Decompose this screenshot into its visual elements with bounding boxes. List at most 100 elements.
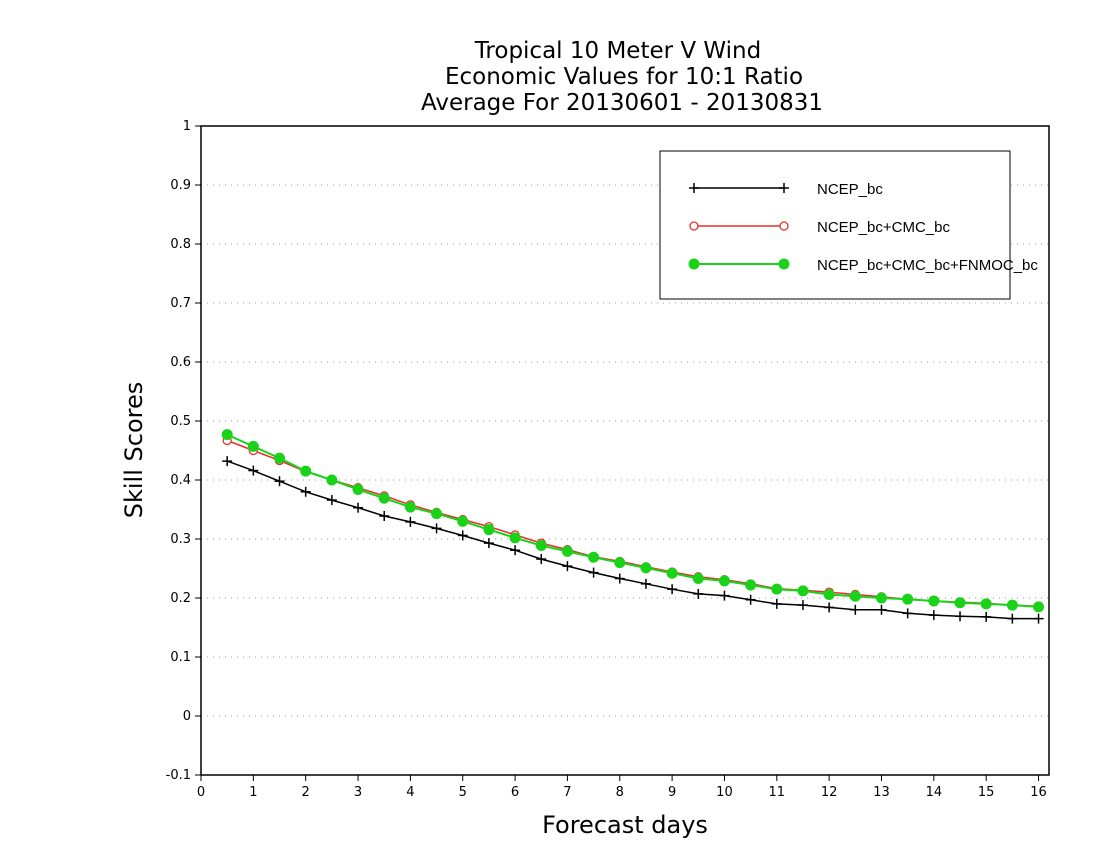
x-tick-label: 12 <box>821 785 838 800</box>
filled-circle-marker <box>1006 599 1018 611</box>
y-axis-label: Skill Scores <box>120 382 148 519</box>
filled-circle-marker <box>352 483 364 495</box>
x-tick-label: 5 <box>459 785 467 800</box>
filled-circle-marker <box>378 492 390 504</box>
plus-marker <box>588 567 599 578</box>
plus-marker <box>431 523 442 534</box>
y-tick-label: 0.3 <box>170 532 191 547</box>
filled-circle-marker <box>247 440 259 452</box>
plus-marker <box>274 476 285 487</box>
x-axis-label: Forecast days <box>542 811 708 839</box>
x-tick-label: 0 <box>197 785 205 800</box>
filled-circle-marker <box>823 588 835 600</box>
filled-circle-marker <box>326 474 338 486</box>
plus-marker <box>222 456 233 467</box>
series-lines <box>221 429 1045 624</box>
series-3 <box>221 429 1045 613</box>
filled-circle-marker <box>509 532 521 544</box>
open-circle-marker <box>689 221 699 231</box>
legend-item-3: NCEP_bc+CMC_bc+FNMOC_bc <box>688 257 1038 274</box>
x-tick-label: 2 <box>302 785 310 800</box>
title-line-2: Economic Values for 10:1 Ratio <box>445 64 803 90</box>
x-tick-label: 6 <box>511 785 519 800</box>
filled-circle-marker <box>771 583 783 595</box>
plus-marker <box>562 561 573 572</box>
plus-marker <box>379 510 390 521</box>
series-2 <box>222 435 1044 611</box>
plus-marker <box>667 584 678 595</box>
x-tick-label: 10 <box>716 785 733 800</box>
filled-circle-marker <box>778 258 790 270</box>
plus-marker <box>928 610 939 621</box>
plus-marker <box>771 598 782 609</box>
chart-title: Tropical 10 Meter V Wind Economic Values… <box>421 38 823 116</box>
y-tick-label: 0.5 <box>170 414 191 429</box>
plus-marker <box>483 538 494 549</box>
legend-label: NCEP_bc <box>817 181 883 198</box>
y-tick-label: 0.6 <box>170 355 191 370</box>
x-tick-label: 11 <box>769 785 786 800</box>
plus-marker <box>824 602 835 613</box>
x-tick-label: 3 <box>354 785 362 800</box>
plus-marker <box>1033 613 1044 624</box>
open-circle-marker <box>779 221 789 231</box>
filled-circle-marker <box>797 585 809 597</box>
filled-circle-marker <box>718 575 730 587</box>
series-1 <box>222 456 1044 624</box>
x-tick-label: 8 <box>616 785 624 800</box>
filled-circle-marker <box>221 429 233 441</box>
filled-circle-marker <box>875 592 887 604</box>
y-tick-label: 0.4 <box>170 473 191 488</box>
filled-circle-marker <box>588 551 600 563</box>
filled-circle-marker <box>404 501 416 513</box>
y-tick-label: -0.1 <box>166 768 191 783</box>
plus-marker <box>614 573 625 584</box>
filled-circle-marker <box>274 452 286 464</box>
legend-items: NCEP_bc NCEP_bc+CMC_bc NCEP_bc+CMC_bc+FNMO… <box>688 181 1038 274</box>
title-line-1: Tropical 10 Meter V Wind <box>474 38 761 64</box>
filled-circle-marker <box>954 597 966 609</box>
axis-ticks: -0.100.10.20.30.40.50.60.70.80.910 1 2 3 4 5 6… <box>166 119 1047 800</box>
legend: NCEP_bc NCEP_bc+CMC_bc NCEP_bc+CMC_bc+FNMO… <box>659 150 1038 300</box>
filled-circle-marker <box>666 567 678 579</box>
plus-marker <box>745 594 756 605</box>
filled-circle-marker <box>457 515 469 527</box>
plus-marker <box>955 611 966 622</box>
legend-item-2: NCEP_bc+CMC_bc <box>689 219 950 236</box>
title-line-3: Average For 20130601 - 20130831 <box>421 90 823 116</box>
legend-label: NCEP_bc+CMC_bc+FNMOC_bc <box>817 257 1038 274</box>
filled-circle-marker <box>980 598 992 610</box>
legend-item-1: NCEP_bc <box>689 181 883 198</box>
plus-marker <box>300 486 311 497</box>
plus-marker <box>981 611 992 622</box>
y-tick-label: 0.2 <box>170 591 191 606</box>
filled-circle-marker <box>688 258 700 270</box>
x-tick-label: 16 <box>1030 785 1047 800</box>
y-tick-label: 0.8 <box>170 237 191 252</box>
x-tick-label: 9 <box>668 785 676 800</box>
x-tick-label: 4 <box>406 785 414 800</box>
plus-marker <box>640 578 651 589</box>
filled-circle-marker <box>614 557 626 569</box>
legend-label: NCEP_bc+CMC_bc <box>817 219 950 236</box>
y-tick-label: 0 <box>183 709 191 724</box>
filled-circle-marker <box>928 595 940 607</box>
x-tick-label: 14 <box>926 785 943 800</box>
filled-circle-marker <box>300 465 312 477</box>
plus-marker <box>689 183 699 193</box>
filled-circle-marker <box>849 590 861 602</box>
filled-circle-marker <box>692 573 704 585</box>
plus-marker <box>510 545 521 556</box>
plus-marker <box>693 588 704 599</box>
legend-box <box>659 150 1011 300</box>
plus-marker <box>326 495 337 506</box>
filled-circle-marker <box>902 593 914 605</box>
plus-marker <box>876 604 887 615</box>
plus-marker <box>779 183 789 193</box>
plus-marker <box>902 608 913 619</box>
plus-marker <box>353 502 364 513</box>
filled-circle-marker <box>431 508 443 520</box>
y-tick-label: 0.1 <box>170 650 191 665</box>
x-tick-label: 1 <box>249 785 257 800</box>
